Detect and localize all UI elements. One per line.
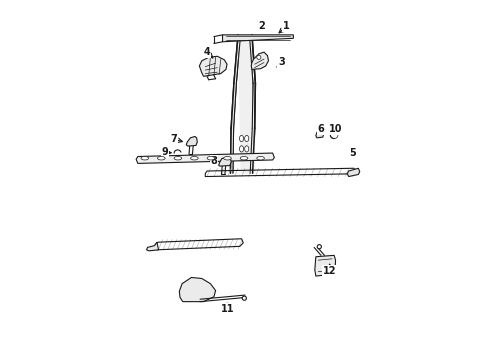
Text: 6: 6 [318, 124, 324, 134]
Ellipse shape [223, 157, 231, 160]
Polygon shape [315, 255, 336, 276]
Text: 4: 4 [204, 47, 210, 57]
Polygon shape [222, 35, 294, 42]
Text: 10: 10 [329, 124, 343, 134]
Ellipse shape [242, 296, 246, 300]
Ellipse shape [191, 157, 198, 160]
Polygon shape [136, 153, 274, 163]
Polygon shape [251, 52, 269, 69]
Ellipse shape [245, 146, 249, 152]
Text: 7: 7 [171, 134, 177, 144]
Polygon shape [347, 168, 360, 176]
Ellipse shape [240, 157, 248, 160]
Polygon shape [147, 242, 159, 251]
Text: 8: 8 [211, 156, 218, 166]
Text: 9: 9 [161, 147, 168, 157]
Text: 3: 3 [278, 58, 285, 67]
Text: 1: 1 [283, 21, 290, 31]
Polygon shape [186, 136, 197, 146]
Ellipse shape [245, 135, 249, 141]
Polygon shape [179, 278, 216, 302]
Ellipse shape [141, 157, 148, 160]
Ellipse shape [207, 157, 215, 160]
Text: 2: 2 [258, 21, 265, 31]
Polygon shape [199, 56, 227, 76]
Polygon shape [316, 131, 324, 138]
Text: 11: 11 [221, 303, 235, 314]
Ellipse shape [257, 55, 261, 59]
Ellipse shape [240, 135, 244, 141]
Text: 5: 5 [349, 148, 356, 158]
Polygon shape [219, 157, 231, 166]
Ellipse shape [240, 146, 244, 152]
Ellipse shape [174, 157, 182, 160]
Polygon shape [230, 35, 255, 174]
Ellipse shape [257, 157, 264, 160]
Text: 12: 12 [323, 266, 337, 275]
Ellipse shape [157, 157, 165, 160]
Ellipse shape [317, 245, 321, 249]
